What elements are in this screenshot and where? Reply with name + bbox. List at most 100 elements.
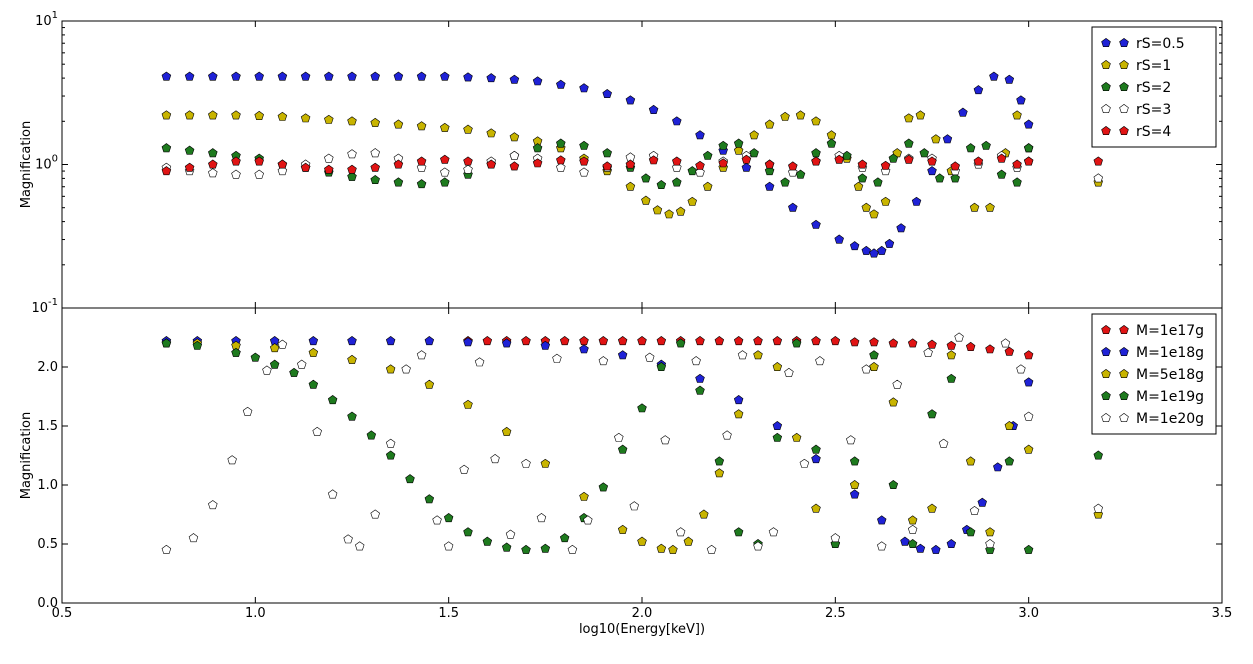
top-legend-marker2-rs-1 (1119, 60, 1129, 69)
bottom-point-m-1e20g (877, 541, 887, 551)
top-point-rs-1 (780, 111, 790, 121)
bottom-legend-label-m-1e19g: M=1e19g (1136, 389, 1204, 405)
bottom-point-m-1e20g (490, 454, 500, 464)
bottom-point-m-1e19g (907, 539, 918, 549)
top-point-rs-2 (965, 143, 976, 153)
top-point-rs-4 (532, 158, 543, 168)
bottom-legend-marker-m-1e20g (1101, 413, 1111, 423)
top-point-rs-2 (904, 138, 914, 148)
bottom-point-m-1e19g (598, 482, 609, 492)
top-point-rs-4 (857, 159, 868, 169)
bottom-point-m-1e20g (443, 541, 454, 551)
bottom-point-m-1e18g (849, 489, 860, 499)
bottom-point-m-1e17g (617, 336, 628, 346)
bottom-point-m-1e20g (691, 356, 701, 366)
bottom-legend-marker2-m-1e20g (1119, 413, 1129, 423)
top-point-rs-3 (254, 169, 264, 179)
bottom-point-m-1e18g (695, 373, 705, 383)
top-point-rs-0-5 (764, 181, 775, 191)
bottom-point-m-5e18g (699, 509, 709, 519)
top-point-rs-0-5 (989, 71, 999, 81)
bottom-point-m-1e19g (347, 411, 357, 421)
top-point-rs-0-5 (1004, 74, 1015, 84)
bottom-point-m-1e20g (892, 379, 902, 389)
bottom-point-m-5e18g (579, 491, 589, 501)
bottom-point-m-1e17g (482, 336, 493, 346)
bottom-point-m-1e19g (946, 373, 957, 383)
top-point-rs-2 (416, 179, 427, 189)
bottom-y-tick-label: 0.0 (37, 596, 58, 611)
top-point-rs-3 (347, 149, 357, 159)
bottom-legend-marker-m-1e18g (1101, 347, 1111, 357)
bottom-point-m-1e20g (459, 464, 469, 474)
top-point-rs-1 (324, 114, 334, 124)
top-point-rs-0-5 (648, 104, 659, 114)
bottom-y-axis-label: Magnification (19, 412, 34, 500)
top-legend-label-rs-0-5: rS=0.5 (1136, 36, 1185, 52)
bottom-point-m-1e20g (645, 352, 655, 362)
bottom-point-m-1e20g (706, 544, 717, 554)
bottom-point-m-1e20g (969, 506, 980, 516)
bottom-point-m-1e18g (733, 395, 744, 405)
bottom-point-m-1e20g (343, 534, 353, 544)
bottom-point-m-1e20g (768, 527, 779, 537)
top-point-rs-4 (509, 161, 520, 171)
bottom-point-m-5e18g (424, 379, 435, 389)
bottom-point-m-1e19g (231, 347, 241, 357)
top-point-rs-0-5 (277, 71, 288, 81)
bottom-point-m-1e17g (733, 336, 744, 346)
top-point-rs-0-5 (393, 71, 404, 81)
bottom-series-m-1e17g (463, 336, 1034, 360)
top-point-rs-3 (1093, 173, 1103, 183)
top-series-rs-1 (161, 110, 1103, 219)
top-point-rs-0-5 (625, 95, 636, 105)
top-point-rs-4 (254, 156, 264, 166)
bottom-point-m-1e19g (1023, 544, 1034, 554)
top-point-rs-1 (931, 134, 941, 144)
top-point-rs-1 (440, 122, 450, 132)
top-legend-label-rs-3: rS=3 (1136, 102, 1171, 118)
bottom-point-m-1e19g (161, 338, 172, 348)
bottom-point-m-1e20g (262, 365, 272, 375)
top-point-rs-4 (324, 164, 334, 174)
bottom-point-m-1e18g (540, 340, 551, 350)
bottom-point-m-1e20g (567, 544, 578, 554)
bottom-x-tick-label: 3.5 (1212, 606, 1233, 621)
top-point-rs-4 (834, 154, 844, 164)
bottom-point-m-1e20g (907, 524, 918, 534)
bottom-point-m-5e18g (347, 354, 357, 364)
bottom-point-m-5e18g (617, 524, 628, 534)
top-point-rs-4 (695, 160, 705, 170)
bottom-legend-box (1091, 313, 1217, 435)
bottom-point-m-5e18g (753, 350, 763, 360)
top-point-rs-0-5 (486, 73, 496, 83)
bottom-point-m-1e20g (227, 455, 237, 465)
bottom-point-m-5e18g (772, 362, 783, 372)
bottom-legend-marker2-m-1e18g (1119, 347, 1129, 357)
top-series-rs-0-5 (161, 71, 1034, 258)
top-point-rs-2 (981, 140, 991, 150)
top-point-rs-2 (184, 145, 195, 155)
bottom-point-m-1e20g (370, 509, 380, 519)
bottom-point-m-1e19g (927, 409, 937, 419)
bottom-point-m-1e20g (432, 515, 442, 525)
top-point-rs-0-5 (184, 71, 195, 81)
bottom-y-tick-label: 2.0 (37, 360, 58, 375)
top-point-rs-2 (919, 148, 929, 158)
bottom-point-m-1e17g (598, 336, 609, 346)
top-point-rs-4 (602, 161, 612, 171)
bottom-x-tick-label: 1.0 (245, 606, 266, 621)
top-point-rs-1 (811, 116, 821, 126)
bottom-point-m-1e20g (327, 489, 338, 499)
bottom-point-m-1e19g (772, 432, 783, 442)
top-point-rs-0-5 (811, 219, 821, 229)
top-point-rs-2 (1012, 177, 1022, 187)
bottom-legend-marker2-m-5e18g (1119, 369, 1129, 379)
bottom-point-m-1e17g (656, 336, 667, 346)
bottom-point-m-1e19g (269, 359, 280, 369)
bottom-series-m-1e19g (161, 338, 1103, 554)
top-point-rs-0-5 (324, 71, 334, 81)
bottom-legend-marker-m-1e17g (1101, 325, 1111, 335)
bottom-point-m-1e17g (927, 339, 937, 349)
